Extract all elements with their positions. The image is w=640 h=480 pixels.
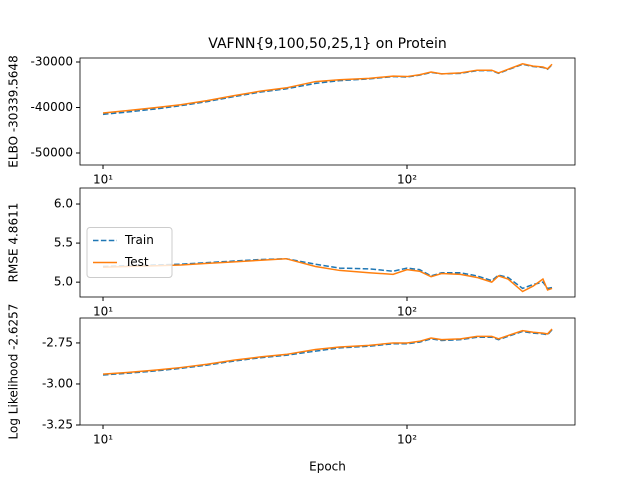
plot-frame [79, 57, 576, 166]
x-tick-label: 10² [397, 433, 417, 447]
y-tick-label: -50000 [30, 145, 73, 159]
x-axis-label: Epoch [309, 460, 346, 474]
legend-label: Train [124, 233, 154, 247]
x-tick-label: 10¹ [93, 305, 113, 319]
y-tick-label: -3.00 [42, 376, 73, 390]
data-line [102, 329, 553, 376]
plot-frame [79, 317, 576, 426]
x-tick-label: 10¹ [93, 173, 113, 187]
chart-title: VAFNN{9,100,50,25,1} on Protein [208, 36, 446, 52]
legend-box [86, 227, 173, 278]
x-tick-label: 10² [397, 173, 417, 187]
data-line [102, 63, 553, 116]
data-line [102, 328, 553, 375]
y-tick-label: 6.0 [54, 197, 73, 211]
data-line [102, 257, 553, 293]
x-tick-label: 10¹ [93, 433, 113, 447]
y-axis-label: Log Likelihood -2.6257 [7, 304, 21, 440]
y-axis-label: RMSE 4.8611 [7, 203, 21, 283]
y-tick-label: 5.0 [54, 275, 73, 289]
y-tick-label: -2.75 [42, 335, 73, 349]
legend-label: Test [124, 255, 149, 269]
data-line [102, 63, 553, 114]
plot-frame [79, 187, 576, 298]
y-tick-label: 5.5 [54, 236, 73, 250]
y-tick-label: -3.25 [42, 418, 73, 432]
y-tick-label: -40000 [30, 100, 73, 114]
x-tick-label: 10² [397, 305, 417, 319]
y-tick-label: -30000 [30, 55, 73, 69]
y-axis-label: ELBO -30339.5648 [7, 55, 21, 167]
data-line [102, 257, 553, 290]
